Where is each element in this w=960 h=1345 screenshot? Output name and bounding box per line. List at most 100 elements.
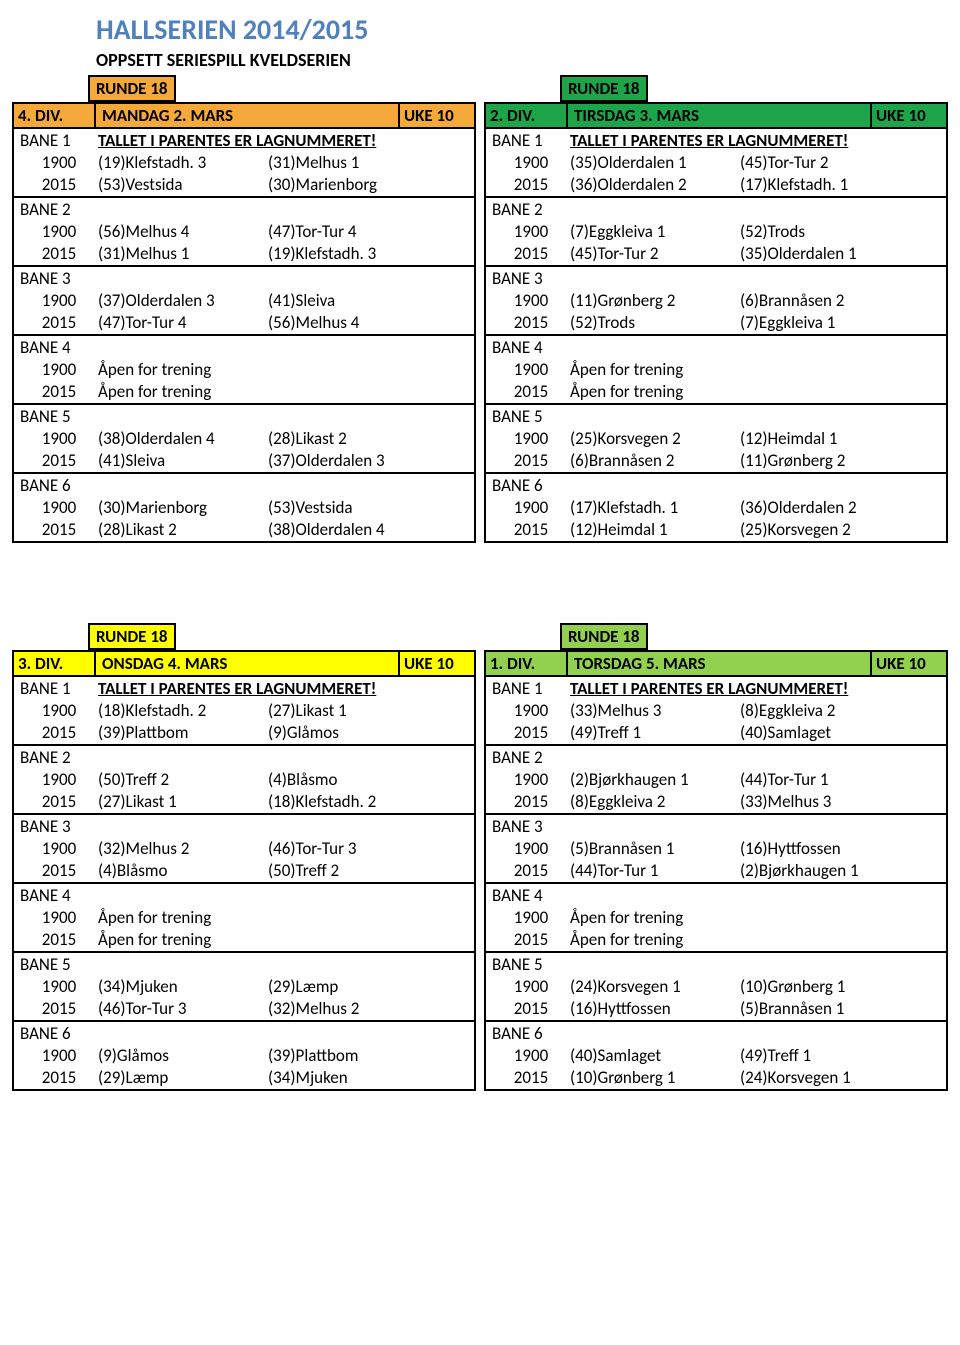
match-time: 2015 [492, 450, 570, 471]
lane-name: BANE 1 [20, 130, 98, 151]
match-team-a: (9)Glåmos [98, 1045, 268, 1066]
lane-group: BANE 61900(40)Samlaget(49)Treff 12015(10… [486, 1020, 946, 1089]
match-time: 2015 [20, 791, 98, 812]
match-row: 2015(29)Læmp(34)Mjuken [14, 1067, 474, 1089]
match-team-a: (45)Tor-Tur 2 [570, 243, 740, 264]
division-label: 1. DIV. [486, 652, 568, 675]
match-team-b: (36)Olderdalen 2 [740, 497, 940, 518]
day-label: MANDAG 2. MARS [96, 104, 400, 127]
division-label: 4. DIV. [14, 104, 96, 127]
match-team-a: (37)Olderdalen 3 [98, 290, 268, 311]
match-team-a: (6)Brannåsen 2 [570, 450, 740, 471]
schedule-panel: RUNDE 181. DIV.TORSDAG 5. MARSUKE 10BANE… [484, 623, 948, 1091]
match-team-a: (52)Trods [570, 312, 740, 333]
lane-group: BANE 51900(25)Korsvegen 2(12)Heimdal 120… [486, 403, 946, 472]
match-team-a: (39)Plattbom [98, 722, 268, 743]
lane-name: BANE 1 [492, 130, 570, 151]
match-time: 2015 [492, 722, 570, 743]
match-team-b: (47)Tor-Tur 4 [268, 221, 468, 242]
match-team-b [740, 929, 940, 950]
match-team-b: (25)Korsvegen 2 [740, 519, 940, 540]
lane-name: BANE 4 [492, 885, 570, 906]
match-time: 2015 [20, 174, 98, 195]
lane-group: BANE 61900(17)Klefstadh. 1(36)Olderdalen… [486, 472, 946, 541]
match-team-a: (49)Treff 1 [570, 722, 740, 743]
match-team-b: (4)Blåsmo [268, 769, 468, 790]
match-time: 1900 [20, 428, 98, 449]
schedule-panel: RUNDE 182. DIV.TIRSDAG 3. MARSUKE 10BANE… [484, 75, 948, 543]
week-label: UKE 10 [400, 104, 474, 127]
lane-group: BANE 21900(2)Bjørkhaugen 1(44)Tor-Tur 12… [486, 744, 946, 813]
match-row: 1900(35)Olderdalen 1(45)Tor-Tur 2 [486, 152, 946, 174]
match-row: 1900(5)Brannåsen 1(16)Hyttfossen [486, 838, 946, 860]
division-label: 2. DIV. [486, 104, 568, 127]
match-team-a: (8)Eggkleiva 2 [570, 791, 740, 812]
match-time: 1900 [492, 769, 570, 790]
match-row: 1900Åpen for trening [14, 359, 474, 381]
match-team-a: Åpen for trening [98, 359, 268, 380]
match-row: 2015(53)Vestsida(30)Marienborg [14, 174, 474, 196]
match-team-b: (18)Klefstadh. 2 [268, 791, 468, 812]
match-team-b: (24)Korsvegen 1 [740, 1067, 940, 1088]
lane-name: BANE 3 [20, 268, 98, 289]
match-row: 2015Åpen for trening [14, 381, 474, 403]
match-team-a: (44)Tor-Tur 1 [570, 860, 740, 881]
match-time: 2015 [492, 381, 570, 402]
day-label: ONSDAG 4. MARS [96, 652, 400, 675]
match-team-a: (40)Samlaget [570, 1045, 740, 1066]
match-time: 2015 [20, 381, 98, 402]
lane-group: BANE 31900(37)Olderdalen 3(41)Sleiva2015… [14, 265, 474, 334]
lane-group: BANE 51900(24)Korsvegen 1(10)Grønberg 12… [486, 951, 946, 1020]
match-time: 2015 [492, 998, 570, 1019]
match-time: 2015 [492, 243, 570, 264]
match-row: 2015(41)Sleiva(37)Olderdalen 3 [14, 450, 474, 472]
match-team-b: (40)Samlaget [740, 722, 940, 743]
match-team-b: (37)Olderdalen 3 [268, 450, 468, 471]
match-team-b [740, 381, 940, 402]
match-row: 1900(19)Klefstadh. 3(31)Melhus 1 [14, 152, 474, 174]
match-row: 2015(47)Tor-Tur 4(56)Melhus 4 [14, 312, 474, 334]
match-row: 2015(31)Melhus 1(19)Klefstadh. 3 [14, 243, 474, 265]
match-team-b: (17)Klefstadh. 1 [740, 174, 940, 195]
match-team-a: (31)Melhus 1 [98, 243, 268, 264]
match-team-a: (33)Melhus 3 [570, 700, 740, 721]
page-subtitle: OPPSETT SERIESPILL KVELDSERIEN [96, 49, 948, 71]
lane-name: BANE 2 [492, 199, 570, 220]
lane-name: BANE 2 [20, 747, 98, 768]
runde-label: RUNDE 18 [560, 623, 648, 650]
match-team-b: (33)Melhus 3 [740, 791, 940, 812]
match-team-a: (50)Treff 2 [98, 769, 268, 790]
match-team-b: (34)Mjuken [268, 1067, 468, 1088]
match-team-b [740, 907, 940, 928]
match-row: 2015(10)Grønberg 1(24)Korsvegen 1 [486, 1067, 946, 1089]
match-team-a: (28)Likast 2 [98, 519, 268, 540]
match-team-b: (6)Brannåsen 2 [740, 290, 940, 311]
match-time: 1900 [492, 428, 570, 449]
match-time: 2015 [20, 519, 98, 540]
match-row: 1900(30)Marienborg(53)Vestsida [14, 497, 474, 519]
lane-group: BANE 41900Åpen for trening2015Åpen for t… [486, 334, 946, 403]
match-row: 1900(7)Eggkleiva 1(52)Trods [486, 221, 946, 243]
match-team-b: (31)Melhus 1 [268, 152, 468, 173]
match-time: 1900 [20, 359, 98, 380]
match-row: 2015(52)Trods(7)Eggkleiva 1 [486, 312, 946, 334]
lane-group: BANE 1TALLET I PARENTES ER LAGNUMMERET!1… [486, 129, 946, 196]
match-team-a: (35)Olderdalen 1 [570, 152, 740, 173]
division-label: 3. DIV. [14, 652, 96, 675]
match-time: 2015 [20, 722, 98, 743]
match-team-b: (2)Bjørkhaugen 1 [740, 860, 940, 881]
match-team-a: Åpen for trening [98, 929, 268, 950]
lane-name: BANE 1 [20, 678, 98, 699]
match-team-a: (25)Korsvegen 2 [570, 428, 740, 449]
match-team-a: (32)Melhus 2 [98, 838, 268, 859]
match-row: 1900(9)Glåmos(39)Plattbom [14, 1045, 474, 1067]
match-time: 2015 [20, 243, 98, 264]
match-row: 1900(37)Olderdalen 3(41)Sleiva [14, 290, 474, 312]
match-team-a: (27)Likast 1 [98, 791, 268, 812]
lane-name: BANE 4 [20, 885, 98, 906]
lane-group: BANE 21900(56)Melhus 4(47)Tor-Tur 42015(… [14, 196, 474, 265]
match-time: 1900 [492, 221, 570, 242]
match-time: 2015 [492, 312, 570, 333]
match-team-b [268, 359, 468, 380]
lane-group: BANE 61900(30)Marienborg(53)Vestsida2015… [14, 472, 474, 541]
